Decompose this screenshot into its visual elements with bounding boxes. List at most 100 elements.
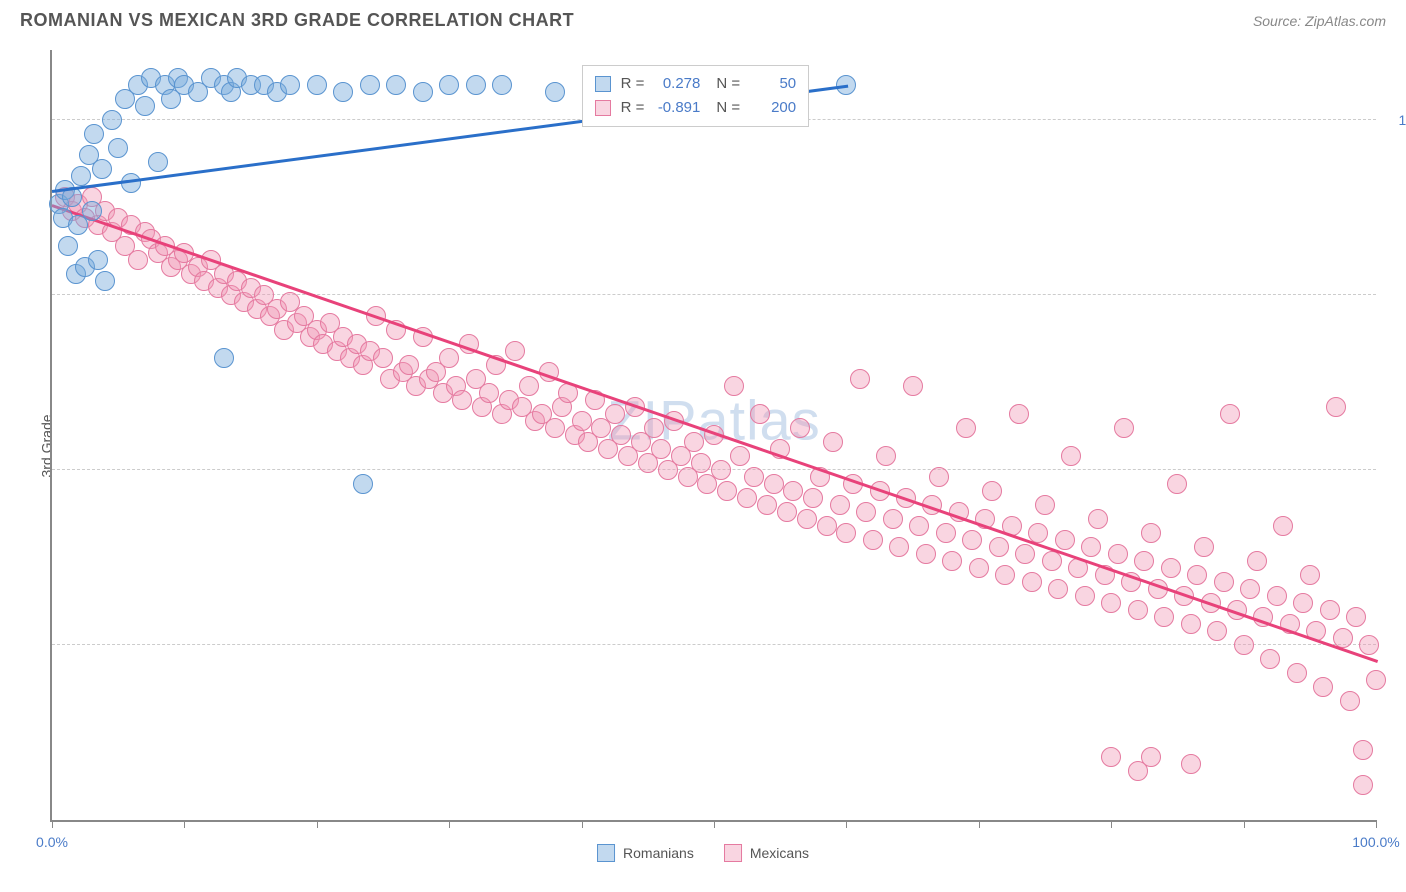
data-point-mexicans xyxy=(1009,404,1029,424)
data-point-mexicans xyxy=(1108,544,1128,564)
data-point-mexicans xyxy=(651,439,671,459)
data-point-mexicans xyxy=(1326,397,1346,417)
data-point-mexicans xyxy=(479,383,499,403)
data-point-romanians xyxy=(466,75,486,95)
data-point-romanians xyxy=(307,75,327,95)
data-point-mexicans xyxy=(1022,572,1042,592)
data-point-romanians xyxy=(386,75,406,95)
stat-r-label: R = xyxy=(621,72,645,96)
stat-r-value-mexicans: -0.891 xyxy=(650,96,700,120)
data-point-mexicans xyxy=(1181,614,1201,634)
data-point-romanians xyxy=(360,75,380,95)
data-point-mexicans xyxy=(817,516,837,536)
stat-n-label: N = xyxy=(716,72,740,96)
data-point-romanians xyxy=(333,82,353,102)
data-point-mexicans xyxy=(1035,495,1055,515)
data-point-mexicans xyxy=(1081,537,1101,557)
x-tick xyxy=(1111,820,1112,828)
data-point-mexicans xyxy=(750,404,770,424)
data-point-mexicans xyxy=(1240,579,1260,599)
data-point-mexicans xyxy=(889,537,909,557)
data-point-mexicans xyxy=(572,411,592,431)
data-point-mexicans xyxy=(1141,523,1161,543)
y-tick-label: 95.0% xyxy=(1386,462,1406,478)
source-label: Source: ZipAtlas.com xyxy=(1253,13,1386,29)
y-tick-label: 97.5% xyxy=(1386,287,1406,303)
data-point-mexicans xyxy=(1207,621,1227,641)
data-point-romanians xyxy=(88,250,108,270)
data-point-mexicans xyxy=(876,446,896,466)
data-point-romanians xyxy=(84,124,104,144)
data-point-mexicans xyxy=(1061,446,1081,466)
legend: Romanians Mexicans xyxy=(597,844,809,862)
x-tick xyxy=(52,820,53,828)
y-tick-label: 100.0% xyxy=(1386,112,1406,128)
data-point-mexicans xyxy=(1055,530,1075,550)
data-point-mexicans xyxy=(1260,649,1280,669)
data-point-romanians xyxy=(413,82,433,102)
data-point-romanians xyxy=(95,271,115,291)
data-point-romanians xyxy=(214,348,234,368)
x-tick xyxy=(317,820,318,828)
data-point-mexicans xyxy=(1101,747,1121,767)
data-point-mexicans xyxy=(1181,754,1201,774)
stats-swatch-mexicans xyxy=(595,100,611,116)
data-point-mexicans xyxy=(856,502,876,522)
data-point-mexicans xyxy=(724,376,744,396)
data-point-romanians xyxy=(148,152,168,172)
stat-n-value-mexicans: 200 xyxy=(746,96,796,120)
data-point-mexicans xyxy=(1247,551,1267,571)
data-point-mexicans xyxy=(1048,579,1068,599)
data-point-mexicans xyxy=(1194,537,1214,557)
data-point-romanians xyxy=(135,96,155,116)
data-point-mexicans xyxy=(982,481,1002,501)
data-point-mexicans xyxy=(1075,586,1095,606)
data-point-mexicans xyxy=(1042,551,1062,571)
data-point-mexicans xyxy=(783,481,803,501)
data-point-romanians xyxy=(545,82,565,102)
data-point-romanians xyxy=(353,474,373,494)
x-tick xyxy=(184,820,185,828)
data-point-mexicans xyxy=(1320,600,1340,620)
stats-box: R =0.278N =50R =-0.891N =200 xyxy=(582,65,810,127)
data-point-mexicans xyxy=(373,348,393,368)
data-point-mexicans xyxy=(1234,635,1254,655)
stat-n-value-romanians: 50 xyxy=(746,72,796,96)
data-point-mexicans xyxy=(1134,551,1154,571)
x-tick xyxy=(846,820,847,828)
data-point-mexicans xyxy=(1359,635,1379,655)
data-point-mexicans xyxy=(1353,775,1373,795)
data-point-mexicans xyxy=(1366,670,1386,690)
data-point-mexicans xyxy=(452,390,472,410)
data-point-mexicans xyxy=(1214,572,1234,592)
data-point-mexicans xyxy=(611,425,631,445)
data-point-mexicans xyxy=(1287,663,1307,683)
legend-item-romanians: Romanians xyxy=(597,844,694,862)
data-point-mexicans xyxy=(956,418,976,438)
x-tick xyxy=(1376,820,1377,828)
data-point-mexicans xyxy=(909,516,929,536)
trendline-mexicans xyxy=(52,204,1379,663)
data-point-mexicans xyxy=(399,355,419,375)
data-point-mexicans xyxy=(1293,593,1313,613)
data-point-romanians xyxy=(108,138,128,158)
data-point-mexicans xyxy=(744,467,764,487)
data-point-mexicans xyxy=(711,460,731,480)
data-point-mexicans xyxy=(1187,565,1207,585)
stat-r-value-romanians: 0.278 xyxy=(650,72,700,96)
y-tick-label: 92.5% xyxy=(1386,637,1406,653)
data-point-mexicans xyxy=(1101,593,1121,613)
data-point-romanians xyxy=(82,201,102,221)
chart-plot-area: ZIPatlas 92.5%95.0%97.5%100.0%0.0%100.0%… xyxy=(50,50,1376,822)
data-point-mexicans xyxy=(790,418,810,438)
data-point-mexicans xyxy=(883,509,903,529)
data-point-mexicans xyxy=(1300,565,1320,585)
data-point-mexicans xyxy=(962,530,982,550)
data-point-mexicans xyxy=(1128,600,1148,620)
stat-n-label: N = xyxy=(716,96,740,120)
data-point-mexicans xyxy=(1220,404,1240,424)
data-point-mexicans xyxy=(863,530,883,550)
data-point-mexicans xyxy=(1340,691,1360,711)
data-point-mexicans xyxy=(737,488,757,508)
data-point-mexicans xyxy=(823,432,843,452)
